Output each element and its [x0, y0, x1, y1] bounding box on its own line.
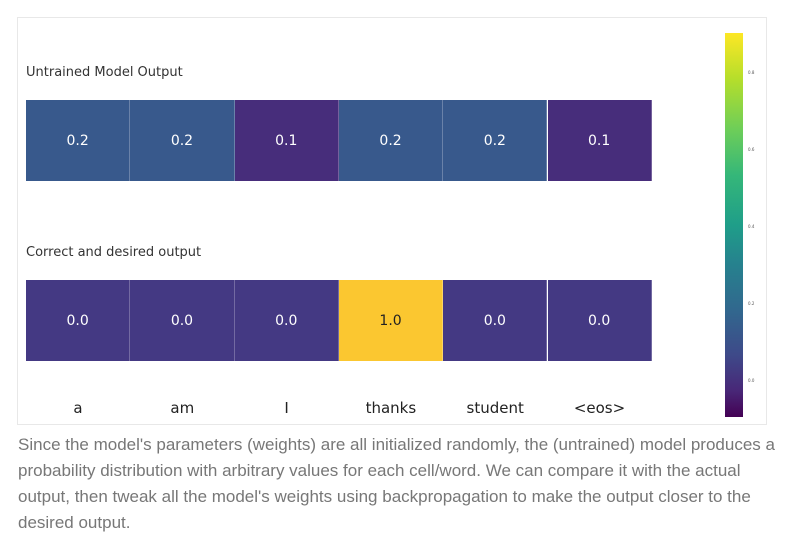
heatmap-cell: 0.2 [338, 100, 444, 181]
untrained-output-row: 0.2 0.2 0.1 0.2 0.2 0.1 [26, 100, 652, 181]
heatmap-cell: 0.2 [130, 100, 235, 181]
heatmap-cell: 0.0 [234, 280, 339, 361]
word-label: am [170, 399, 195, 417]
heatmap-cell: 0.1 [234, 100, 339, 181]
cell-value-label: 1.0 [379, 312, 402, 329]
word-label: I [284, 399, 289, 417]
heatmap-cell: 0.0 [547, 280, 652, 361]
desired-output-row: 0.0 0.0 0.0 1.0 0.0 0.0 [26, 280, 652, 361]
caption-text: Since the model's parameters (weights) a… [18, 435, 775, 532]
colorbar-tick-label: 0.6 [748, 147, 755, 152]
word-label: a [73, 399, 83, 417]
word-label: thanks [365, 399, 417, 417]
cell-value-label: 0.0 [483, 312, 506, 329]
word-label: student [466, 399, 524, 417]
cell-value-label: 0.2 [66, 132, 89, 149]
heatmap-cell: 0.0 [130, 280, 235, 361]
cell-value-label: 0.0 [170, 312, 194, 329]
cell-value-label: 0.2 [483, 132, 506, 149]
heatmap-cell: 0.1 [547, 100, 652, 181]
colorbar-tick-label: 0.8 [748, 70, 755, 75]
cell-value-label: 0.0 [588, 312, 611, 329]
untrained-output-title: Untrained Model Output [26, 65, 183, 80]
cell-value-label: 0.1 [588, 132, 611, 149]
cell-value-label: 0.0 [275, 312, 298, 329]
heatmap-cell: 0.0 [26, 280, 131, 361]
colorbar-tick-label: 0.0 [748, 378, 755, 383]
heatmap-cell: 0.2 [26, 100, 131, 181]
heatmap-cell: 0.2 [443, 100, 548, 181]
cell-value-label: 0.2 [379, 132, 402, 149]
colorbar-tick-label: 0.2 [748, 301, 755, 306]
heatmap-cell: 1.0 [338, 280, 444, 361]
word-label: <eos> [573, 399, 626, 417]
cell-value-label: 0.0 [66, 312, 89, 329]
cell-value-label: 0.1 [275, 132, 298, 149]
desired-output-title: Correct and desired output [26, 245, 202, 260]
colorbar-tick-label: 0.4 [748, 224, 755, 229]
colorbar [725, 33, 743, 417]
cell-value-label: 0.2 [170, 132, 194, 149]
heatmap-cell: 0.0 [443, 280, 548, 361]
